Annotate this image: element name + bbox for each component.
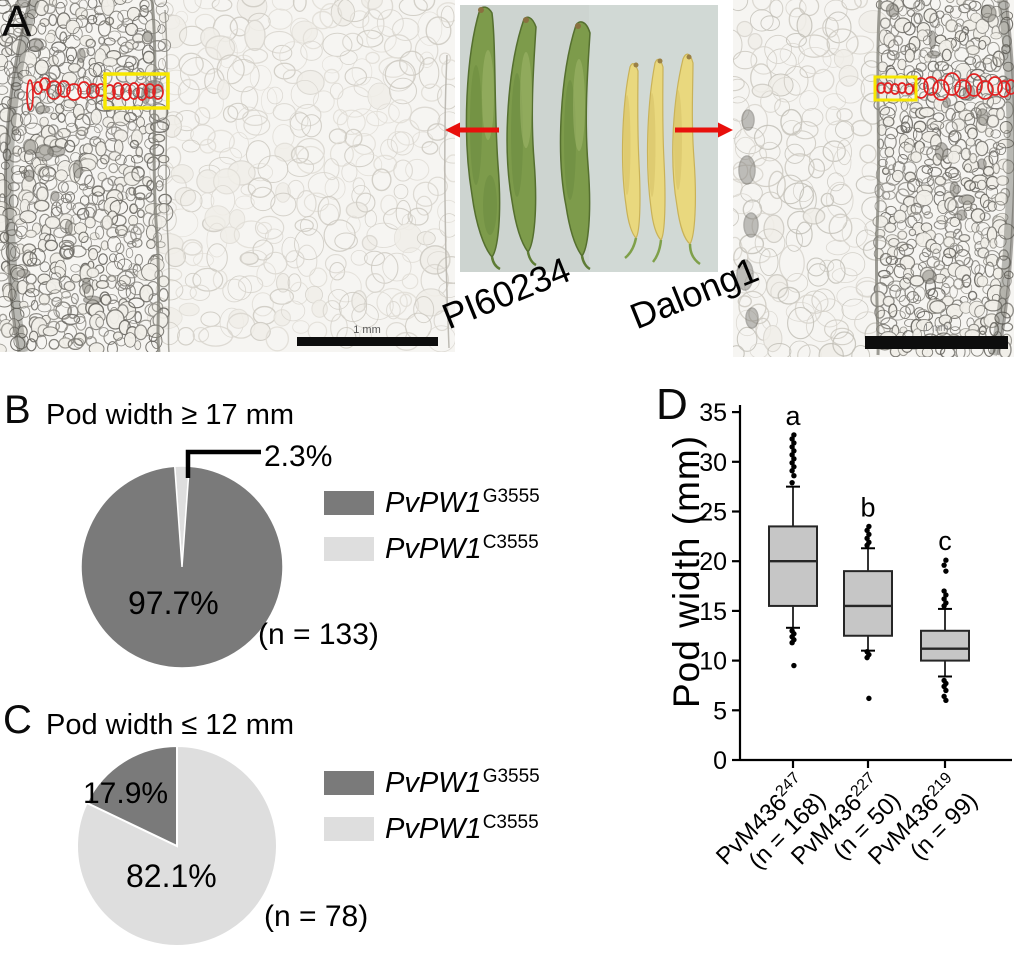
- pods-photo: [460, 5, 718, 272]
- pie-chart-b: [80, 449, 284, 669]
- legend-c: PvPW1G3555 PvPW1C3555: [324, 766, 540, 862]
- pie-slice-PvPW1-G3555: [85, 744, 178, 848]
- pie-b-small-slice-label: 2.3%: [264, 440, 333, 473]
- panel-c-title: Pod width ≤ 12 mm: [46, 709, 295, 741]
- svg-text:0: 0: [713, 747, 727, 775]
- pie-c-small-slice-label: 17.9%: [83, 777, 169, 810]
- scale-bar: 1 mm: [297, 324, 438, 346]
- scale-bar: 1 mm: [865, 323, 1008, 349]
- green-pods: [465, 6, 591, 259]
- pie-chart-c: [76, 744, 278, 947]
- significance-letter-b: b: [860, 492, 875, 522]
- box-group-2: b: [843, 492, 893, 768]
- yellow-pods: [621, 53, 697, 245]
- svg-text:5: 5: [713, 697, 727, 725]
- legend-item-pvpw1-g3555: PvPW1G3555: [324, 486, 540, 519]
- pie-b-large-slice-label: 97.7%: [128, 585, 219, 621]
- scale-bar-label: 1 mm: [924, 323, 949, 334]
- panel-c-label: C: [3, 698, 32, 742]
- box-group-3: c: [920, 526, 970, 768]
- svg-text:10: 10: [699, 648, 727, 676]
- yellow-pod-shading: [623, 90, 682, 197]
- scale-bar-label: 1 mm: [353, 324, 381, 336]
- highlighted-cells-annotation: [26, 77, 164, 111]
- roi-rectangle: [103, 72, 170, 110]
- pie-c-large-slice-label: 82.1%: [126, 858, 217, 894]
- legend-label: PvPW1C3555: [385, 811, 539, 845]
- legend-swatch-light: [324, 537, 374, 561]
- green-pod-highlights: [482, 50, 585, 151]
- svg-text:15: 15: [699, 598, 727, 626]
- legend-swatch-light: [324, 817, 374, 841]
- right-micrograph-image: 1 mm: [733, 0, 1014, 357]
- panel-b-title: Pod width ≥ 17 mm: [46, 399, 295, 431]
- left-arrow-icon: [445, 122, 499, 138]
- left-micrograph-image: 1 mm: [0, 0, 455, 352]
- legend-swatch-dark: [324, 491, 374, 515]
- roi-rectangle: [873, 75, 918, 102]
- svg-text:30: 30: [699, 449, 727, 477]
- svg-text:20: 20: [699, 548, 727, 576]
- right-arrow-icon: [675, 122, 733, 138]
- dense-cell-texture: [0, 0, 174, 352]
- svg-text:35: 35: [699, 399, 727, 427]
- legend-item-pvpw1-g3555: PvPW1G3555: [324, 766, 540, 799]
- svg-text:25: 25: [699, 499, 727, 527]
- panel-b-label: B: [4, 388, 31, 432]
- legend-swatch-dark: [324, 771, 374, 795]
- pie-b-n-label: (n = 133): [258, 618, 379, 651]
- legend-label: PvPW1C3555: [385, 531, 539, 565]
- legend-label: PvPW1G3555: [385, 765, 540, 799]
- y-tick-labels: 0 5 10 15 20 25 30 35: [699, 399, 740, 775]
- pod-tips: [478, 7, 701, 271]
- legend-item-pvpw1-c3555: PvPW1C3555: [324, 812, 540, 845]
- panel-a-label: A: [2, 0, 32, 46]
- legend-b: PvPW1G3555 PvPW1C3555: [324, 486, 540, 582]
- green-pod-shading: [470, 65, 576, 235]
- highlighted-cells-annotation: [876, 72, 1014, 101]
- significance-letter-a: a: [785, 401, 801, 431]
- significance-letter-c: c: [938, 526, 952, 556]
- legend-item-pvpw1-c3555: PvPW1C3555: [324, 532, 540, 565]
- legend-label: PvPW1G3555: [385, 485, 540, 519]
- panel-d-label: D: [656, 380, 688, 429]
- pie-slice-PvPW1-G3555: [80, 465, 284, 669]
- boxplot-axes: [738, 405, 1012, 762]
- pie-c-n-label: (n = 78): [264, 900, 369, 933]
- pie-b-callout-line: [185, 449, 261, 478]
- box-group-1: a: [768, 401, 818, 768]
